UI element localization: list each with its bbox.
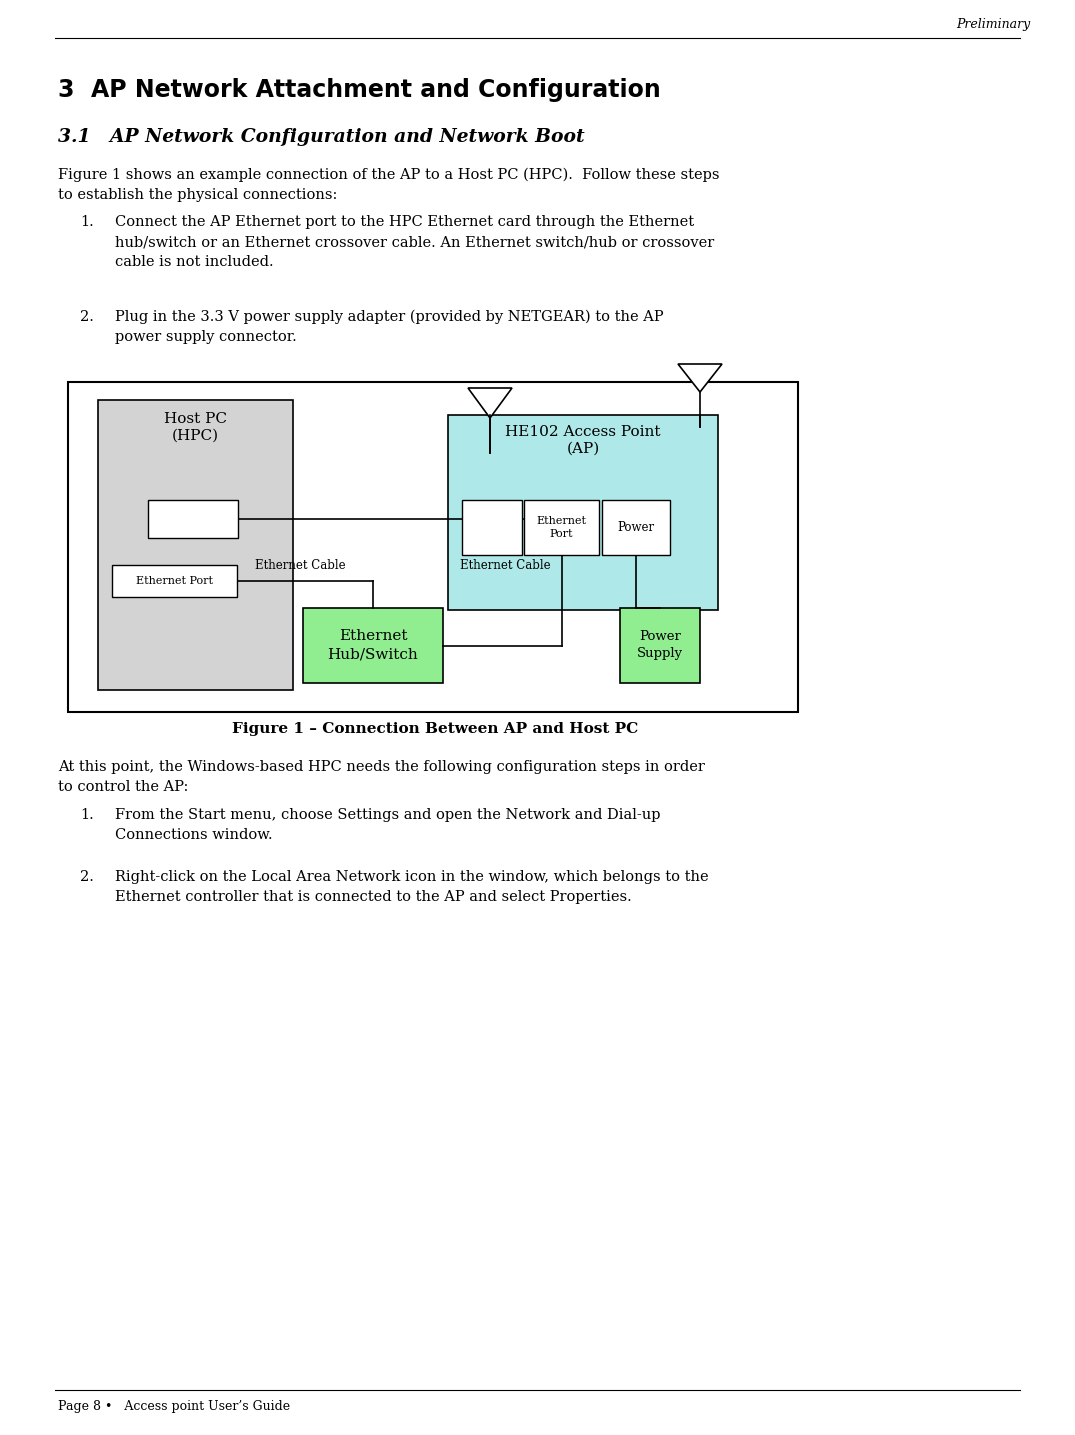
Bar xyxy=(303,608,443,683)
Text: Figure 1 – Connection Between AP and Host PC: Figure 1 – Connection Between AP and Hos… xyxy=(232,722,639,736)
Text: Figure 1 shows an example connection of the AP to a Host PC (HPC).  Follow these: Figure 1 shows an example connection of … xyxy=(58,168,719,202)
Text: Host PC
(HPC): Host PC (HPC) xyxy=(164,412,227,442)
Text: 2.: 2. xyxy=(80,310,94,324)
Bar xyxy=(112,565,236,597)
Bar xyxy=(68,382,798,712)
Text: Plug in the 3.3 V power supply adapter (provided by NETGEAR) to the AP
power sup: Plug in the 3.3 V power supply adapter (… xyxy=(115,310,663,344)
Text: 1.: 1. xyxy=(80,808,94,822)
Text: 3  AP Network Attachment and Configuration: 3 AP Network Attachment and Configuratio… xyxy=(58,77,661,102)
Polygon shape xyxy=(678,364,722,392)
Bar xyxy=(98,400,293,690)
Text: 1.: 1. xyxy=(80,215,94,230)
Text: 3.1   AP Network Configuration and Network Boot: 3.1 AP Network Configuration and Network… xyxy=(58,128,585,146)
Bar xyxy=(620,608,700,683)
Text: 2.: 2. xyxy=(80,870,94,884)
Text: Right-click on the Local Area Network icon in the window, which belongs to the
E: Right-click on the Local Area Network ic… xyxy=(115,870,708,904)
Text: From the Start menu, choose Settings and open the Network and Dial-up
Connection: From the Start menu, choose Settings and… xyxy=(115,808,660,842)
Polygon shape xyxy=(468,387,512,418)
Bar xyxy=(148,499,238,538)
Text: Ethernet
Hub/Switch: Ethernet Hub/Switch xyxy=(328,630,418,662)
Bar xyxy=(462,499,522,555)
Text: Ethernet
Port: Ethernet Port xyxy=(536,517,587,540)
Text: Page 8 •   Access point User’s Guide: Page 8 • Access point User’s Guide xyxy=(58,1401,290,1413)
Text: Ethernet Port: Ethernet Port xyxy=(137,575,213,585)
Text: Preliminary: Preliminary xyxy=(956,19,1030,32)
Bar xyxy=(524,499,599,555)
Text: Ethernet Cable: Ethernet Cable xyxy=(460,560,550,573)
Text: Connect the AP Ethernet port to the HPC Ethernet card through the Ethernet
hub/s: Connect the AP Ethernet port to the HPC … xyxy=(115,215,714,270)
Text: Power
Supply: Power Supply xyxy=(636,630,683,660)
Bar xyxy=(602,499,670,555)
Text: HE102 Access Point
(AP): HE102 Access Point (AP) xyxy=(505,425,661,455)
Text: Ethernet Cable: Ethernet Cable xyxy=(255,560,346,573)
Text: Power: Power xyxy=(617,521,655,534)
Bar xyxy=(448,415,718,610)
Text: At this point, the Windows-based HPC needs the following configuration steps in : At this point, the Windows-based HPC nee… xyxy=(58,761,705,794)
